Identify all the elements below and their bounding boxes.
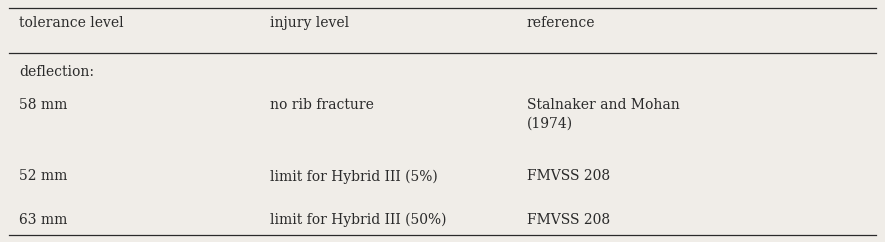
Text: 58 mm: 58 mm bbox=[19, 98, 68, 112]
Text: limit for Hybrid III (50%): limit for Hybrid III (50%) bbox=[270, 213, 446, 227]
Text: no rib fracture: no rib fracture bbox=[270, 98, 373, 112]
Text: tolerance level: tolerance level bbox=[19, 16, 124, 30]
Text: FMVSS 208: FMVSS 208 bbox=[527, 169, 610, 183]
Text: limit for Hybrid III (5%): limit for Hybrid III (5%) bbox=[270, 169, 438, 184]
Text: deflection:: deflection: bbox=[19, 65, 95, 79]
Text: reference: reference bbox=[527, 16, 595, 30]
Text: 52 mm: 52 mm bbox=[19, 169, 68, 183]
Text: FMVSS 208: FMVSS 208 bbox=[527, 213, 610, 227]
Text: 63 mm: 63 mm bbox=[19, 213, 68, 227]
Text: injury level: injury level bbox=[270, 16, 349, 30]
Text: Stalnaker and Mohan
(1974): Stalnaker and Mohan (1974) bbox=[527, 98, 680, 130]
